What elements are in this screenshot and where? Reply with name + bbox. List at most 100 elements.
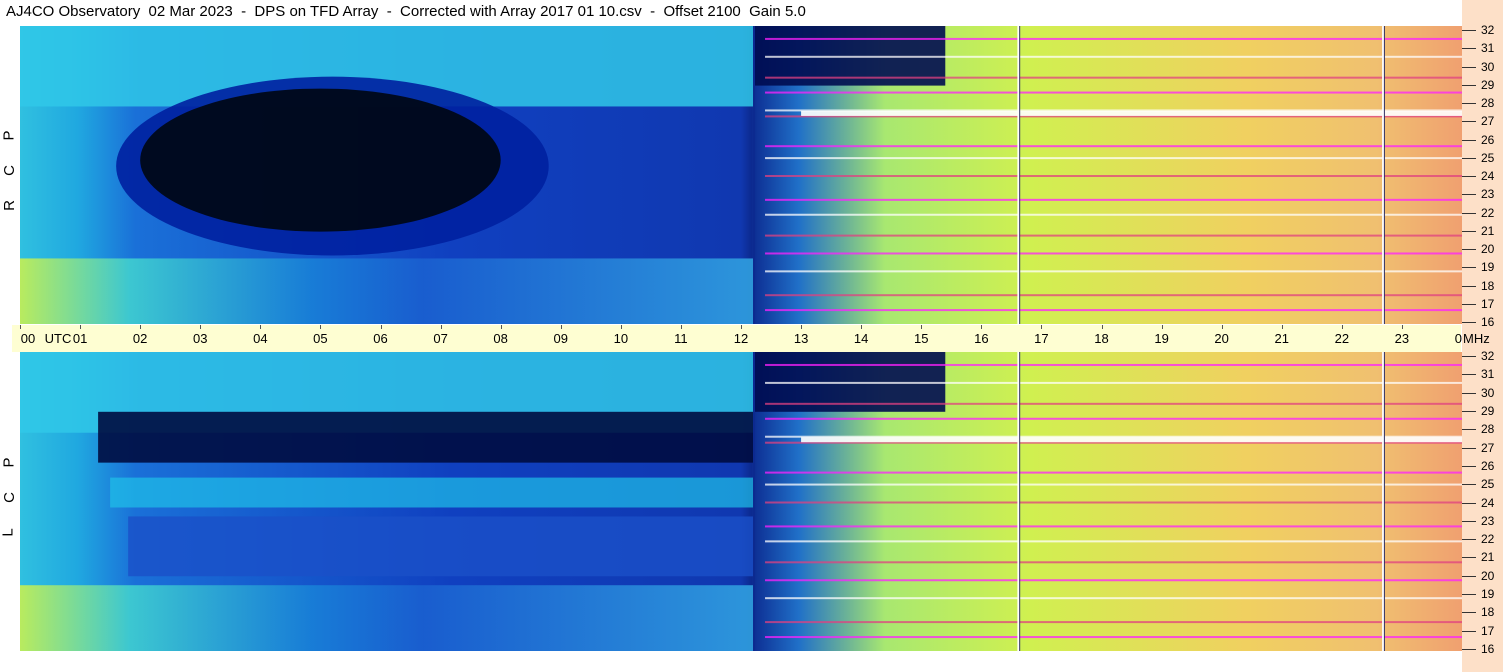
interference-line xyxy=(765,309,1462,312)
interference-line xyxy=(765,402,1462,405)
freq-tick-mark xyxy=(1462,322,1476,323)
interference-band xyxy=(801,110,1462,116)
time-tick-label: 11 xyxy=(674,331,688,346)
heatmap-band xyxy=(128,516,754,577)
interference-line xyxy=(765,597,1462,600)
time-tick-label: 04 xyxy=(253,331,268,346)
interference-line xyxy=(765,234,1462,237)
interference-line xyxy=(765,441,1462,444)
interference-line xyxy=(765,109,1462,112)
time-tick-label: 08 xyxy=(493,331,508,346)
freq-tick-label: 24 xyxy=(1481,169,1495,183)
freq-tick-mark xyxy=(1462,392,1476,394)
freq-tick-label: 25 xyxy=(1481,477,1495,492)
time-tick-label: 06 xyxy=(373,331,388,346)
freq-tick-label: 16 xyxy=(1481,642,1495,656)
time-tick-label: 16 xyxy=(974,331,989,346)
time-tick-label: 20 xyxy=(1214,331,1229,346)
spectrogram-rcp xyxy=(20,26,1462,324)
freq-tick-mark xyxy=(1462,612,1476,614)
freq-tick-label: 27 xyxy=(1481,440,1495,455)
interference-line xyxy=(765,471,1462,474)
time-tick-label: 23 xyxy=(1394,331,1410,346)
freq-tick-label: 27 xyxy=(1481,114,1495,129)
time-tick-label: 17 xyxy=(1034,331,1049,346)
freq-tick-mark xyxy=(1462,176,1476,177)
polarization-letter: P xyxy=(0,457,18,468)
freq-tick-label: 23 xyxy=(1481,513,1495,528)
freq-tick-mark xyxy=(1462,429,1476,431)
freq-tick-mark xyxy=(1462,575,1476,577)
freq-tick-mark xyxy=(1462,520,1476,522)
freq-tick-mark xyxy=(1462,649,1476,650)
freq-tick-label: 29 xyxy=(1481,77,1495,92)
interference-line xyxy=(765,145,1462,148)
freq-tick-mark xyxy=(1462,374,1476,376)
heatmap-band xyxy=(20,585,754,651)
time-tick-label: 03 xyxy=(193,331,208,346)
time-tick-mark xyxy=(20,325,21,329)
time-tick-mark xyxy=(320,325,322,329)
heatmap-band xyxy=(110,477,754,508)
interference-line xyxy=(765,115,1462,118)
freq-tick-mark xyxy=(1462,84,1476,86)
time-tick-mark xyxy=(260,325,262,329)
data-gap xyxy=(1017,352,1020,651)
time-tick-mark xyxy=(680,325,682,329)
freq-tick-label: 26 xyxy=(1481,132,1495,147)
interference-line xyxy=(765,91,1462,94)
freq-tick-mark xyxy=(1462,356,1476,357)
interference-line xyxy=(765,381,1462,384)
time-tick-mark xyxy=(1401,325,1403,329)
freq-tick-mark xyxy=(1462,30,1476,31)
freq-tick-label: 17 xyxy=(1481,296,1495,311)
time-tick-label: 13 xyxy=(793,331,809,346)
interference-line xyxy=(765,363,1462,366)
data-gap xyxy=(753,352,756,651)
interference-line xyxy=(765,157,1462,160)
time-tick-mark xyxy=(500,325,502,329)
time-tick-mark xyxy=(560,325,562,329)
time-tick-mark xyxy=(1161,325,1163,329)
data-gap xyxy=(1382,352,1385,651)
freq-tick-mark xyxy=(1462,157,1476,159)
freq-tick-label: 18 xyxy=(1481,278,1495,293)
time-tick-label: 12 xyxy=(733,331,749,346)
time-tick-label: 05 xyxy=(313,331,328,346)
time-tick-mark xyxy=(1101,325,1103,329)
absorption-core xyxy=(140,88,501,232)
time-tick-mark xyxy=(1221,325,1223,329)
time-tick-label: 15 xyxy=(914,331,929,346)
interference-line xyxy=(765,294,1462,297)
freq-tick-label: 31 xyxy=(1481,41,1495,56)
time-tick-label: 19 xyxy=(1154,331,1169,346)
interference-line xyxy=(765,417,1462,420)
interference-line xyxy=(765,37,1462,40)
polarization-letter: C xyxy=(0,492,18,503)
polarization-letter: P xyxy=(0,130,18,141)
freq-tick-mark xyxy=(1462,502,1476,504)
interference-line xyxy=(765,525,1462,528)
spectrogram-lcp xyxy=(20,352,1462,651)
time-tick-mark xyxy=(1041,325,1043,329)
time-tick-mark xyxy=(981,325,983,329)
freq-tick-mark xyxy=(1462,447,1476,449)
freq-tick-label: 25 xyxy=(1481,150,1495,165)
frequency-axis: 32 31 30 29 28 27 26 25 24 23 22 21 20 19 18 17 16 32 31 30… xyxy=(1462,0,1503,672)
interference-line xyxy=(765,483,1462,486)
interference-line xyxy=(765,198,1462,201)
freq-tick-label: 19 xyxy=(1481,587,1495,602)
freq-tick-mark xyxy=(1462,139,1476,141)
freq-tick-mark xyxy=(1462,121,1476,123)
time-tick-label: 09 xyxy=(553,331,568,346)
interference-line xyxy=(765,175,1462,177)
freq-tick-label: 21 xyxy=(1481,223,1495,238)
freq-tick-label: 31 xyxy=(1481,367,1495,382)
time-tick-mark xyxy=(1341,325,1343,329)
freq-tick-mark xyxy=(1462,48,1476,50)
time-tick-label: 21 xyxy=(1274,331,1289,346)
time-tick-label: 01 xyxy=(72,331,88,346)
interference-band xyxy=(801,437,1462,443)
data-gap xyxy=(1383,352,1385,651)
data-gap xyxy=(753,26,756,324)
